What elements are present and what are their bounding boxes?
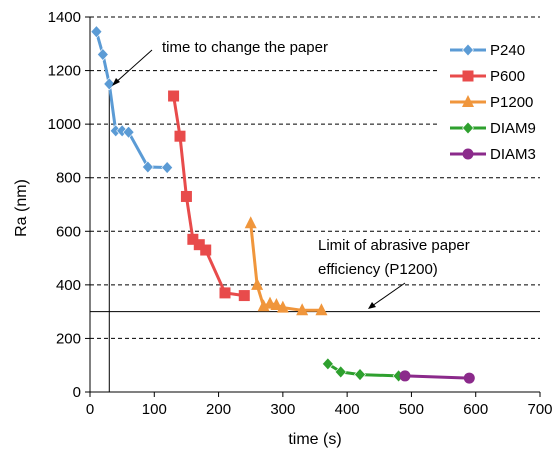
annotation-limit-text-line1: Limit of abrasive paper	[318, 237, 470, 254]
point-p1200-5	[276, 300, 289, 313]
point-p240-2	[103, 77, 116, 91]
point-p600-6	[219, 287, 231, 299]
y-tick-label-0: 0	[73, 384, 81, 401]
legend-item-diam9: DIAM9	[450, 120, 536, 137]
series-line-p240	[94, 31, 168, 169]
point-p600-4	[193, 239, 205, 251]
annotation-change-paper: time to change the paper	[112, 39, 328, 86]
y-tick-label-1000: 1000	[48, 116, 81, 133]
point-p240-1	[96, 48, 109, 61]
x-tick-label-400: 400	[335, 401, 360, 418]
legend-label-diam3: DIAM3	[490, 146, 536, 163]
x-tick-label-100: 100	[142, 401, 167, 418]
y-tick-labels: 0 200 400 600 800 1000 1200 1400	[48, 9, 90, 401]
legend-item-diam3: DIAM3	[450, 146, 536, 163]
legend-swatch-marker-p600	[462, 70, 474, 82]
y-tick-label-600: 600	[56, 223, 81, 240]
annotation-limit: Limit of abrasive paper efficiency (P120…	[318, 237, 470, 309]
series-line-diam3	[404, 374, 470, 380]
series-p240	[90, 25, 174, 174]
legend-label-p1200: P1200	[490, 94, 533, 111]
legend-swatch-marker-diam9	[462, 121, 474, 135]
point-p600-1	[174, 130, 186, 142]
legend-item-p600: P600	[450, 68, 525, 85]
legend-swatch-marker-p240	[462, 43, 474, 57]
y-axis-label: Ra (nm)	[13, 179, 30, 237]
legend-item-p1200: P1200	[450, 94, 533, 111]
legend-item-p240: P240	[450, 42, 525, 59]
point-diam9-2	[354, 368, 366, 382]
annotation-limit-arrowhead	[368, 302, 376, 309]
point-p600-0	[168, 90, 180, 102]
point-p600-2	[180, 190, 192, 202]
series-group	[90, 25, 475, 384]
point-p1200-6	[296, 303, 309, 316]
point-p1200-4	[270, 297, 283, 310]
series-line-diam9	[327, 362, 399, 378]
point-diam9-0	[321, 357, 334, 371]
legend-label-p600: P600	[490, 68, 525, 85]
point-p600-5	[200, 244, 212, 256]
annotation-change-paper-arrowhead	[112, 78, 120, 86]
x-tick-labels: 0 100 200 300 400 500 600 700	[86, 392, 553, 418]
axes	[89, 17, 540, 393]
x-tick-label-200: 200	[206, 401, 231, 418]
series-p600	[168, 90, 250, 302]
y-tick-label-200: 200	[56, 330, 81, 347]
point-p600-7	[238, 290, 250, 302]
point-p240-5	[122, 125, 135, 139]
series-diam3	[399, 370, 475, 384]
point-diam3-1	[463, 372, 475, 384]
point-p240-7	[161, 161, 174, 174]
legend-label-diam9: DIAM9	[490, 120, 536, 137]
legend-swatch-marker-diam3	[462, 148, 474, 160]
annotation-limit-text-line2: efficiency (P1200)	[318, 261, 438, 278]
point-diam9-1	[334, 365, 347, 379]
point-p1200-0	[244, 216, 257, 229]
point-p600-3	[187, 233, 199, 245]
annotation-change-paper-text: time to change the paper	[162, 39, 328, 56]
x-axis-label: time (s)	[288, 431, 341, 448]
x-tick-label-500: 500	[399, 401, 424, 418]
point-p240-0	[90, 25, 103, 39]
x-tick-label-700: 700	[527, 401, 552, 418]
y-tick-label-1400: 1400	[48, 9, 81, 26]
annotation-limit-arrow	[371, 282, 406, 307]
point-diam3-0	[399, 370, 411, 382]
x-tick-label-600: 600	[463, 401, 488, 418]
y-tick-label-400: 400	[56, 277, 81, 294]
legend-swatch-marker-p1200	[462, 95, 474, 107]
y-tick-label-1200: 1200	[48, 63, 81, 80]
legend: P240 P600 P1200 DIAM9 DIAM3	[438, 33, 552, 170]
point-p240-6	[141, 160, 154, 174]
legend-label-p240: P240	[490, 42, 525, 59]
series-p1200	[244, 216, 328, 316]
x-tick-label-0: 0	[86, 401, 94, 418]
point-p1200-7	[315, 303, 328, 316]
point-p1200-1	[251, 277, 264, 290]
annotation-change-paper-arrow	[113, 49, 153, 85]
series-line-p1200	[249, 223, 322, 312]
y-tick-label-800: 800	[56, 170, 81, 187]
series-diam9	[321, 357, 405, 383]
x-tick-label-300: 300	[270, 401, 295, 418]
